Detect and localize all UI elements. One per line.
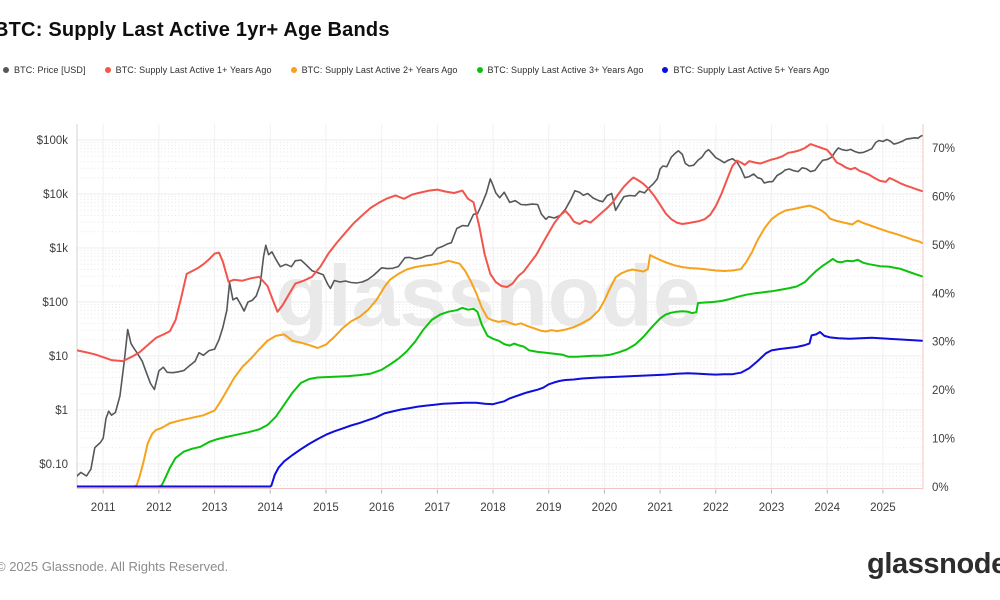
legend-label: BTC: Supply Last Active 2+ Years Ago: [301, 65, 458, 75]
y-left-label: $1: [55, 405, 68, 417]
x-tick-label: 2024: [814, 502, 840, 514]
y-right-label: 40%: [932, 288, 955, 300]
y-right-label: 0%: [932, 482, 949, 494]
y-right-label: 30%: [932, 337, 955, 349]
x-tick-label: 2013: [202, 502, 228, 514]
series-line-1[interactable]: [77, 143, 923, 363]
legend-item-3[interactable]: BTC: Supply Last Active 3+ Years Ago: [476, 65, 644, 75]
series-line-3[interactable]: [157, 257, 923, 488]
legend-label: BTC: Price [USD]: [14, 65, 86, 75]
legend-dot-icon: [476, 67, 483, 73]
x-tick-label: 2019: [536, 502, 562, 514]
legend-label: BTC: Supply Last Active 5+ Years Ago: [673, 65, 830, 75]
x-tick-label: 2020: [592, 502, 618, 514]
legend-dot-icon: [662, 67, 669, 73]
y-right-label: 50%: [932, 240, 955, 252]
chart-legend: BTC: Price [USD] BTC: Supply Last Active …: [3, 65, 829, 75]
glassnode-logo: glassnode: [867, 548, 1000, 580]
x-tick-label: 2023: [759, 502, 785, 514]
y-left-label: $100k: [37, 135, 69, 147]
x-tick-label: 2021: [647, 502, 673, 514]
y-left-label: $0.10: [39, 459, 68, 471]
legend-item-2[interactable]: BTC: Supply Last Active 2+ Years Ago: [290, 65, 458, 75]
series-line-2[interactable]: [132, 204, 923, 488]
x-tick-label: 2016: [369, 502, 395, 514]
legend-dot-icon: [290, 67, 297, 73]
page-title: BTC: Supply Last Active 1yr+ Age Bands: [0, 19, 390, 41]
legend-dot-icon: [104, 67, 111, 73]
x-tick-label: 2022: [703, 502, 729, 514]
legend-dot-icon: [3, 67, 9, 73]
legend-label: BTC: Supply Last Active 1+ Years Ago: [115, 65, 272, 75]
y-left-label: $10k: [43, 189, 68, 201]
x-tick-label: 2011: [91, 502, 116, 514]
series-line-0[interactable]: [77, 134, 923, 477]
x-tick-label: 2025: [870, 502, 896, 514]
legend-item-4[interactable]: BTC: Supply Last Active 5+ Years Ago: [662, 65, 829, 75]
legend-item-1[interactable]: BTC: Supply Last Active 1+ Years Ago: [104, 65, 272, 75]
y-right-label: 10%: [932, 434, 955, 446]
legend-label: BTC: Supply Last Active 3+ Years Ago: [487, 65, 644, 75]
y-right-label: 20%: [932, 385, 955, 397]
y-left-label: $1k: [49, 243, 68, 255]
y-left-label: $10: [49, 351, 68, 363]
x-tick-label: 2014: [257, 502, 283, 514]
x-tick-label: 2012: [146, 502, 172, 514]
x-tick-label: 2018: [480, 502, 506, 514]
x-tick-label: 2017: [425, 502, 451, 514]
y-left-label: $100: [42, 297, 68, 309]
y-right-label: 70%: [932, 143, 955, 155]
copyright-text: © 2025 Glassnode. All Rights Reserved.: [0, 559, 229, 574]
legend-item-0[interactable]: BTC: Price [USD]: [3, 65, 86, 75]
y-right-label: 60%: [932, 191, 955, 203]
series-line-4[interactable]: [77, 331, 923, 488]
x-tick-label: 2015: [313, 502, 339, 514]
